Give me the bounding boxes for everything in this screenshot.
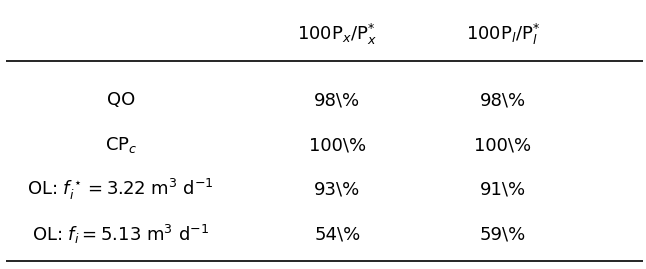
Text: QO: QO <box>107 91 135 109</box>
Text: 98\%: 98\% <box>480 91 526 109</box>
Text: $100\mathrm{P}_{l}/\mathrm{P}_{l}^{*}$: $100\mathrm{P}_{l}/\mathrm{P}_{l}^{*}$ <box>466 22 540 47</box>
Text: 100\%: 100\% <box>309 136 366 154</box>
Text: 98\%: 98\% <box>315 91 360 109</box>
Text: 93\%: 93\% <box>314 181 360 199</box>
Text: 91\%: 91\% <box>480 181 526 199</box>
Text: $100\mathrm{P}_{x}/\mathrm{P}_{x}^{*}$: $100\mathrm{P}_{x}/\mathrm{P}_{x}^{*}$ <box>297 22 377 47</box>
Text: 59\%: 59\% <box>480 226 526 244</box>
Text: CP$_c$: CP$_c$ <box>105 135 137 155</box>
Text: OL: $f_i^\star = 3.22$ m$^3$ d$^{-1}$: OL: $f_i^\star = 3.22$ m$^3$ d$^{-1}$ <box>27 177 214 202</box>
Text: 54\%: 54\% <box>314 226 360 244</box>
Text: OL: $f_i = 5.13$ m$^3$ d$^{-1}$: OL: $f_i = 5.13$ m$^3$ d$^{-1}$ <box>32 223 209 246</box>
Text: 100\%: 100\% <box>475 136 532 154</box>
